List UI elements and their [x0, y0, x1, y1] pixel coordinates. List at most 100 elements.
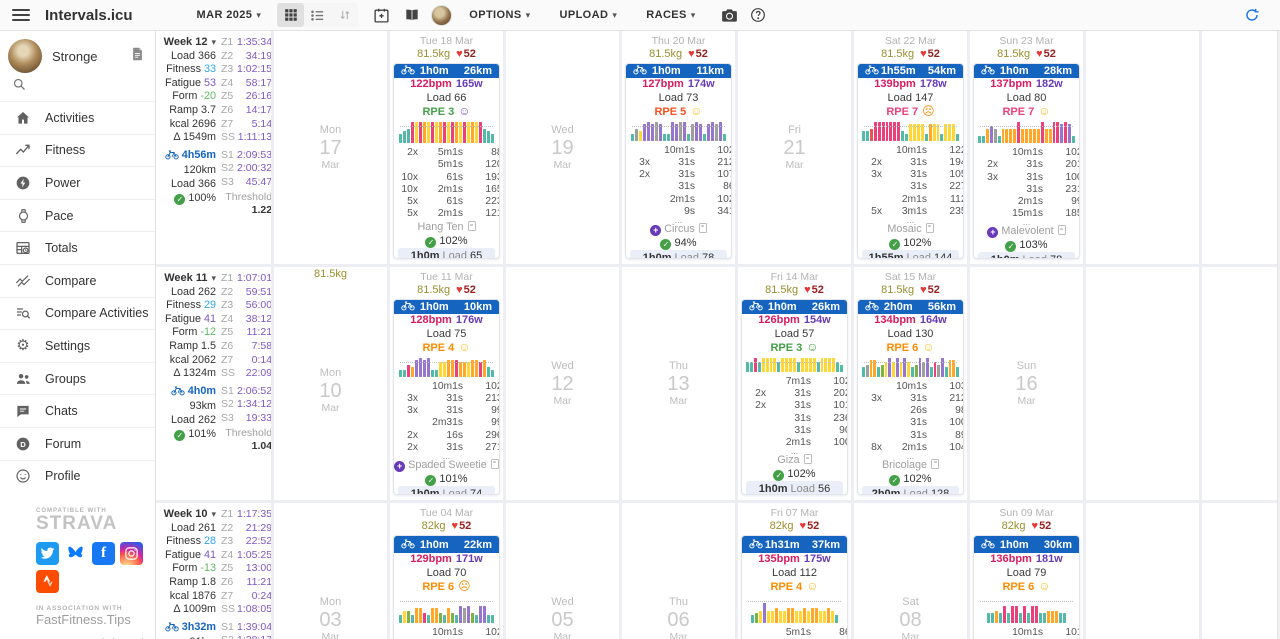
sidebar-item-groups[interactable]: Groups [0, 361, 155, 395]
calendar-view-icon[interactable] [277, 3, 305, 27]
day-cell[interactable]: Wed 19 Mar [506, 31, 619, 264]
sidebar-item-power[interactable]: Power [0, 166, 155, 199]
facebook-icon[interactable]: f [92, 542, 115, 566]
sidebar-item-forum[interactable]: D Forum [0, 426, 155, 460]
planned-footer[interactable]: 1h0m Load 56 [746, 481, 843, 494]
home-icon [14, 110, 32, 126]
planned-footer[interactable]: 1h0m Load 65 [398, 248, 495, 258]
sidebar-item-compare[interactable]: Compare [0, 263, 155, 297]
sidebar-item-totals[interactable]: Totals [0, 231, 155, 264]
list-view-icon[interactable] [304, 3, 331, 27]
camera-icon[interactable] [721, 8, 738, 23]
day-cell[interactable]: Tue 18 Mar81.5kg521h0m26km122bpm165wLoad… [390, 31, 503, 264]
day-cell[interactable]: 81.5kg Mon 10 Mar [274, 267, 387, 500]
day-cell[interactable]: Thu 20 Mar81.5kg521h0m11km127bpm174wLoad… [622, 31, 735, 264]
day-cell[interactable]: Fri 21 Mar [738, 31, 851, 264]
heart-icon [446, 520, 460, 532]
zone-row: Z3 56:00 [221, 299, 271, 313]
sidebar-item-pace[interactable]: Pace [0, 198, 155, 232]
workout-name[interactable]: Giza [742, 454, 847, 467]
day-cell[interactable]: Sun 23 Mar81.5kg521h0m28km137bpm182wLoad… [970, 31, 1083, 264]
refresh-icon[interactable] [1244, 7, 1260, 23]
planned-footer[interactable]: 1h0m Load 74 [398, 485, 495, 494]
sort-view-icon[interactable] [331, 3, 358, 27]
workout-name[interactable]: Hang Ten [394, 221, 499, 234]
planned-footer[interactable]: 2h0m Load 128 [862, 485, 959, 494]
workout-name[interactable]: Mosaic [858, 222, 963, 236]
sidebar-item-fitness[interactable]: Fitness [0, 133, 155, 167]
sidebar-item-activities[interactable]: Activities [0, 101, 155, 134]
notes-icon[interactable] [130, 46, 145, 67]
day-cell[interactable]: Wed 05 Mar [506, 503, 619, 639]
workout-name[interactable]: Spaded Sweetie [394, 458, 499, 472]
workout-name[interactable]: Bricolage [858, 458, 963, 472]
week-ride-time: 3h32m [156, 621, 216, 637]
sidebar-item-profile[interactable]: Profile [0, 459, 155, 493]
day-cell[interactable]: Sat 22 Mar81.5kg521h55m54km139bpm178wLoa… [854, 31, 967, 264]
interval-cell: 31s [794, 424, 811, 436]
threshold-label: Threshold [225, 190, 271, 203]
sidebar-item-chats[interactable]: Chats [0, 394, 155, 427]
interval-cell: 102w [717, 193, 731, 205]
interval-cell: 10m1s [432, 380, 463, 392]
zone-label: Z2 [221, 49, 234, 62]
options-menu[interactable]: OPTIONS [469, 9, 530, 21]
day-cell[interactable]: Mon 03 Mar [274, 503, 387, 639]
week-label[interactable]: Week 12 [156, 36, 216, 50]
week-stat: Fatigue 41 [156, 549, 216, 563]
menu-icon[interactable] [12, 6, 30, 24]
races-menu[interactable]: RACES [646, 9, 695, 21]
day-cell[interactable]: Thu 06 Mar [622, 503, 735, 639]
sidebar-item-settings[interactable]: ⚙ Settings [0, 329, 155, 362]
zone-label: Z4 [221, 548, 234, 561]
month-selector[interactable]: MAR 2025 [197, 9, 262, 21]
workout-name[interactable]: Circus [626, 222, 731, 236]
day-cell[interactable]: Mon 17 Mar [274, 31, 387, 264]
book-icon[interactable] [403, 7, 421, 23]
upload-menu[interactable]: UPLOAD [559, 9, 617, 21]
day-cell[interactable]: Sun 16 Mar [970, 267, 1083, 500]
sidebar-item-compare-activities[interactable]: Compare Activities [0, 296, 155, 330]
add-calendar-icon[interactable] [373, 7, 390, 24]
week-label[interactable]: Week 10 [156, 508, 216, 522]
activity-card[interactable]: 1h55m 54km 139bpm 178w Load 147 RPE 7 ☹ 10m1s 12… [857, 63, 964, 259]
stat-value: 41 [203, 548, 216, 561]
user-avatar-small[interactable] [431, 4, 453, 26]
interval-cell: 10m1s [896, 144, 927, 156]
help-icon[interactable] [750, 7, 766, 23]
assoc-name[interactable]: FastFitness.Tips [36, 612, 131, 628]
day-cell[interactable]: Sat 08 Mar [854, 503, 967, 639]
day-cell[interactable]: Tue 11 Mar81.5kg521h0m10km128bpm176wLoad… [390, 267, 503, 500]
day-cell[interactable]: Fri 14 Mar81.5kg521h0m26km126bpm154wLoad… [738, 267, 851, 500]
planned-footer[interactable]: 1h55m Load 144 [862, 249, 959, 258]
day-cell[interactable]: Sat 15 Mar81.5kg522h0m56km134bpm164wLoad… [854, 267, 967, 500]
instagram-icon[interactable] [120, 542, 143, 566]
day-cell[interactable]: Thu 13 Mar [622, 267, 735, 500]
user-avatar[interactable] [8, 39, 42, 73]
search-icon[interactable] [0, 75, 155, 101]
more-intervals: ... [906, 450, 915, 461]
scrollbar[interactable] [1277, 31, 1280, 639]
twitter-icon[interactable] [36, 542, 59, 566]
day-cell[interactable]: Wed 12 Mar [506, 267, 619, 500]
workout-name[interactable]: Malevolent [974, 225, 1079, 239]
bluesky-icon[interactable] [64, 542, 87, 565]
activity-card[interactable]: 2h0m 56km 134bpm 164w Load 130 RPE 6 ☺ 10m1s 10 3… [857, 299, 964, 495]
week-label[interactable]: Week 11 [156, 272, 216, 286]
activity-duration: 2h0m [883, 301, 913, 313]
strava-icon[interactable] [36, 570, 59, 594]
interval-cell: 2m1s [437, 208, 463, 220]
